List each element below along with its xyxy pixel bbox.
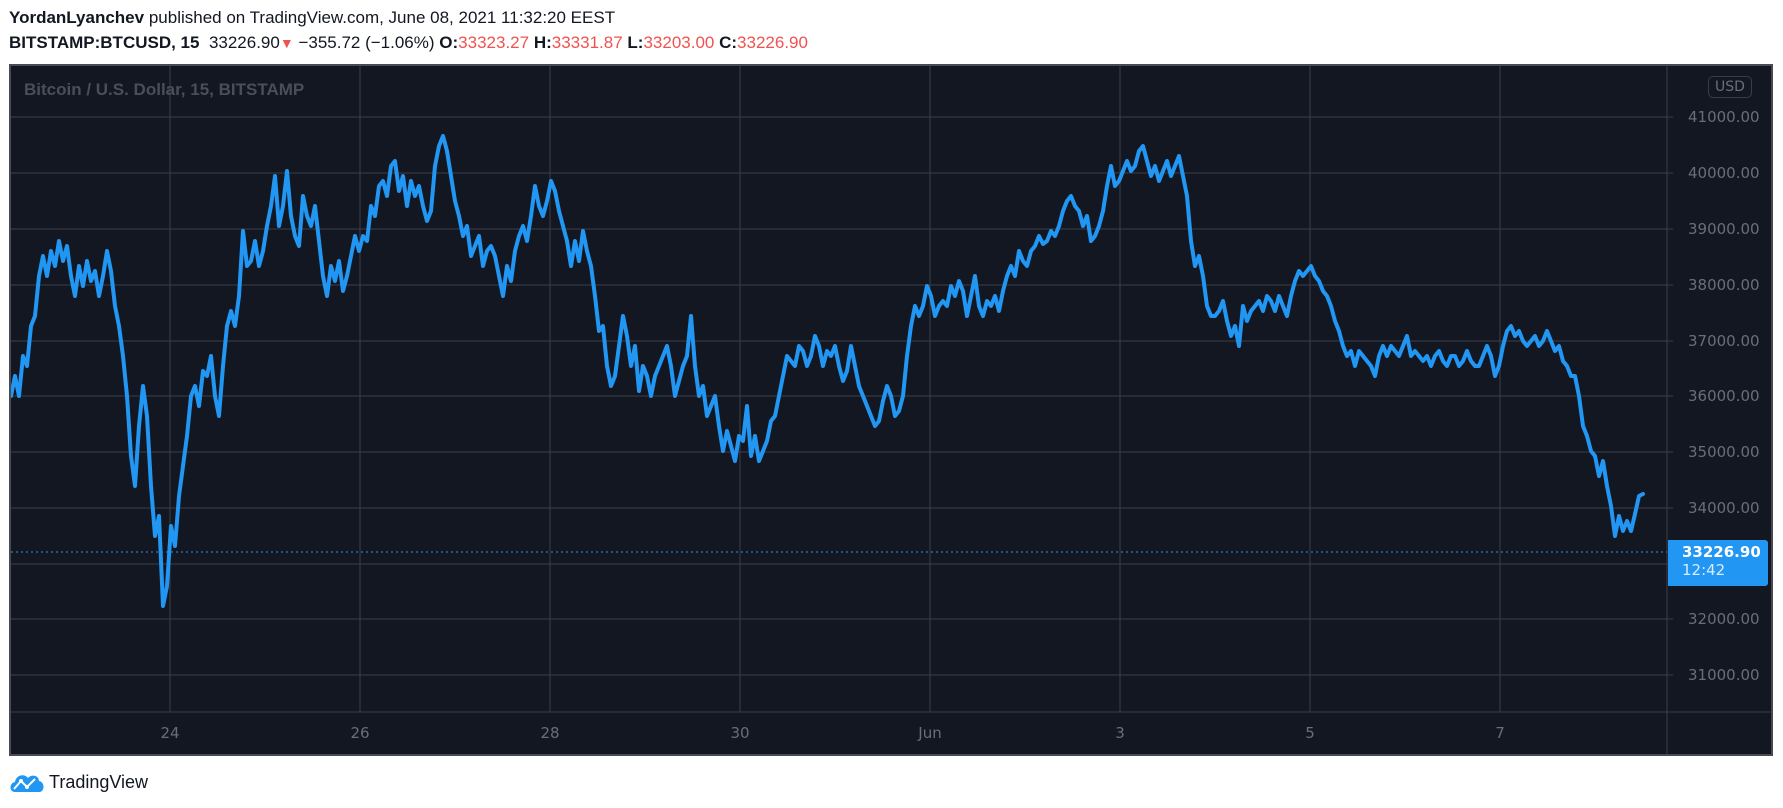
tradingview-branding[interactable]: TradingView (9, 770, 148, 794)
x-tick-28: 28 (540, 724, 560, 742)
down-triangle-icon: ▼ (279, 35, 294, 51)
y-tick-32000: 32000.00 (1688, 610, 1760, 628)
last-price: 33226.90 (208, 33, 280, 52)
symbol-label: BITSTAMP:BTCUSD, 15 (9, 33, 200, 52)
chart-panel[interactable]: Bitcoin / U.S. Dollar, 15, BITSTAMP USD … (9, 64, 1773, 756)
price-tag-countdown: 12:42 (1682, 561, 1726, 579)
x-tick-7: 7 (1495, 724, 1505, 742)
y-tick-35000: 35000.00 (1688, 443, 1760, 461)
x-tick-26: 26 (350, 724, 370, 742)
y-tick-34000: 34000.00 (1688, 499, 1760, 517)
y-tick-38000: 38000.00 (1688, 276, 1760, 294)
y-tick-31000: 31000.00 (1688, 666, 1760, 684)
y-tick-37000: 37000.00 (1688, 332, 1760, 350)
published-text: published on TradingView.com, June 08, 2… (144, 8, 616, 27)
low-value: 33203.00 (643, 33, 715, 52)
x-tick-3: 3 (1115, 724, 1125, 742)
close-value: 33226.90 (737, 33, 808, 52)
x-tick-jun: Jun (918, 724, 942, 742)
author-name[interactable]: YordanLyanchev (9, 8, 145, 27)
footer-brand: TradingView (49, 771, 149, 792)
y-tick-36000: 36000.00 (1688, 387, 1760, 405)
high-label: H: (533, 33, 552, 52)
last-price-tag: 33226.90 12:42 (1668, 540, 1768, 586)
chart-legend: Bitcoin / U.S. Dollar, 15, BITSTAMP (24, 80, 305, 99)
low-label: L: (627, 33, 644, 52)
symbol-info: BITSTAMP:BTCUSD, 15 33226.90▼ −355.72 (−… (9, 33, 808, 53)
close-label: C: (719, 33, 738, 52)
y-tick-41000: 41000.00 (1688, 108, 1760, 126)
currency-button[interactable]: USD (1708, 76, 1752, 98)
y-tick-40000: 40000.00 (1688, 164, 1760, 182)
x-tick-5: 5 (1305, 724, 1315, 742)
open-label: O: (439, 33, 459, 52)
x-tick-24: 24 (160, 724, 180, 742)
publish-info: YordanLyanchev published on TradingView.… (9, 8, 615, 28)
y-tick-39000: 39000.00 (1688, 220, 1760, 238)
price-chart[interactable] (11, 66, 1771, 754)
tradingview-logo-icon (10, 775, 44, 792)
price-change: −355.72 (−1.06%) (298, 33, 435, 52)
price-tag-value: 33226.90 (1682, 543, 1761, 561)
open-value: 33323.27 (458, 33, 530, 52)
price-line[interactable] (11, 134, 1645, 608)
horizontal-grid (11, 116, 1771, 713)
high-value: 33331.87 (551, 33, 623, 52)
x-tick-30: 30 (730, 724, 750, 742)
